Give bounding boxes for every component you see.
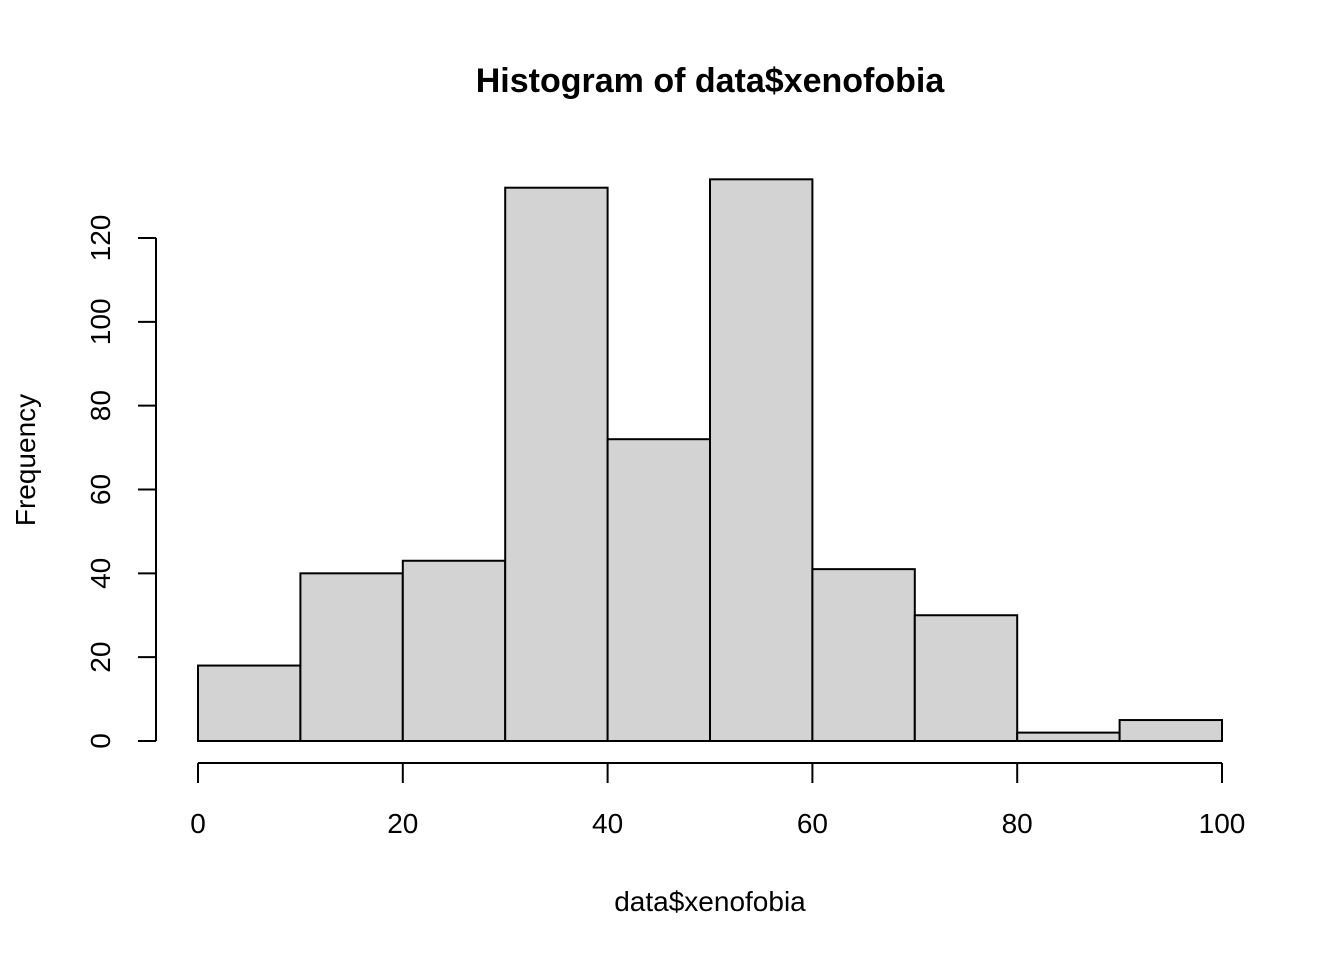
- histogram-bar-10-20: [299, 572, 404, 742]
- y-tick-label-60: 60: [85, 474, 116, 505]
- histogram-bars: [197, 178, 1223, 743]
- x-tick-label-0: 0: [190, 808, 206, 839]
- histogram-bar-50-60: [709, 178, 814, 743]
- x-tick-label-40: 40: [592, 808, 623, 839]
- histogram-bar-90-100: [1118, 719, 1223, 743]
- y-tick-label-100: 100: [85, 298, 116, 345]
- x-tick-label-60: 60: [797, 808, 828, 839]
- histogram-bar-30-40: [504, 186, 609, 742]
- y-tick-label-80: 80: [85, 390, 116, 421]
- x-tick-label-80: 80: [1002, 808, 1033, 839]
- y-tick-label-40: 40: [85, 558, 116, 589]
- x-tick-label-20: 20: [387, 808, 418, 839]
- x-axis-label: data$xenofobia: [614, 886, 806, 917]
- y-tick-label-20: 20: [85, 642, 116, 673]
- histogram-bar-60-70: [811, 568, 916, 742]
- histogram-bar-40-50: [606, 438, 711, 742]
- y-tick-label-120: 120: [85, 215, 116, 262]
- x-axis: 0 20 40 60 80 100: [190, 762, 1246, 839]
- histogram-bar-0-10: [197, 664, 302, 742]
- histogram-bar-70-80: [913, 614, 1019, 742]
- histogram-bar-80-90: [1016, 731, 1121, 742]
- x-tick-label-100: 100: [1199, 808, 1246, 839]
- y-axis: 0 20 40 60 80 100 120: [85, 215, 157, 749]
- y-tick-label-0: 0: [85, 733, 116, 749]
- histogram-bar-20-30: [401, 559, 507, 743]
- y-axis-label: Frequency: [10, 394, 41, 526]
- chart-title: Histogram of data$xenofobia: [476, 62, 946, 100]
